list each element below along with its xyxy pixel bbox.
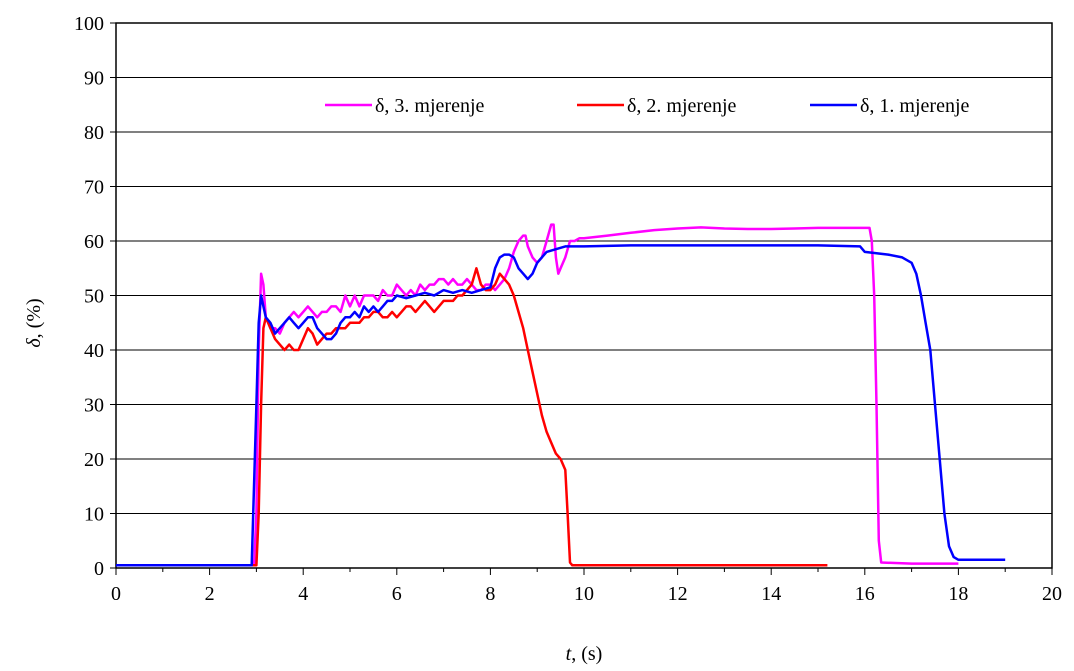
series-line-2 <box>116 267 828 567</box>
x-tick-label: 0 <box>111 583 121 605</box>
y-tick-label: 90 <box>84 68 104 90</box>
y-tick-label: 0 <box>94 558 104 580</box>
y-tick-label: 100 <box>74 13 104 35</box>
y-tick-label: 10 <box>84 504 104 526</box>
x-tick-label: 8 <box>485 583 495 605</box>
x-tick-label: 10 <box>574 583 594 605</box>
x-axis-unit: , (s) <box>571 643 602 665</box>
y-axis-var: δ <box>23 338 45 348</box>
y-tick-label: 40 <box>84 340 104 362</box>
x-tick-label: 4 <box>298 583 308 605</box>
x-tick-label: 18 <box>948 583 968 605</box>
y-axis-ticks: 0 10 20 30 40 50 60 70 80 90 100 <box>74 13 116 580</box>
x-axis-var: t <box>566 643 572 665</box>
gridlines <box>116 77 1052 514</box>
y-axis-unit: , (%) <box>23 298 45 338</box>
y-tick-label: 70 <box>84 177 104 199</box>
y-tick-label: 60 <box>84 231 104 253</box>
x-tick-label: 6 <box>392 583 402 605</box>
x-axis-title: t, (s) <box>566 643 603 665</box>
x-tick-label: 16 <box>855 583 875 605</box>
x-tick-label: 20 <box>1042 583 1062 605</box>
series-line-3 <box>116 244 1006 567</box>
legend-label: δ, 3. mjerenje <box>375 95 485 117</box>
y-tick-label: 20 <box>84 449 104 471</box>
legend: δ, 3. mjerenje δ, 2. mjerenje δ, 1. mjeren… <box>325 95 970 117</box>
y-tick-label: 50 <box>84 286 104 308</box>
y-tick-label: 30 <box>84 395 104 417</box>
legend-label: δ, 2. mjerenje <box>627 95 737 117</box>
x-tick-label: 14 <box>761 583 781 605</box>
x-tick-label: 12 <box>668 583 688 605</box>
legend-label: δ, 1. mjerenje <box>860 95 970 117</box>
series-line-1 <box>116 223 959 567</box>
x-tick-label: 2 <box>205 583 215 605</box>
series-layer <box>116 223 1006 567</box>
y-tick-label: 80 <box>84 122 104 144</box>
y-axis-title: δ, (%) <box>23 298 45 347</box>
x-axis-ticks: 0 2 4 6 8 10 12 14 16 18 20 <box>111 568 1062 605</box>
